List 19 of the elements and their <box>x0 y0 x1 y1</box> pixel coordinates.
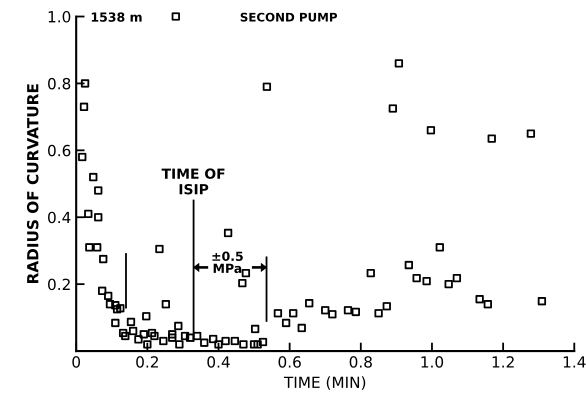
y-axis-title: RADIUS OF CURVATURE <box>26 84 39 284</box>
x-axis-title: TIME (MIN) <box>284 376 366 390</box>
x-tick-label: 0.2 <box>136 356 158 368</box>
x-tick-label: 0.8 <box>350 356 372 368</box>
y-tick-label: 0.8 <box>48 78 70 90</box>
x-tick-label: 1.4 <box>564 356 586 368</box>
x-tick-label: 0 <box>72 356 80 368</box>
y-tick-label: 0.6 <box>48 144 70 156</box>
annotation: 1538 m <box>92 12 142 22</box>
y-tick-label: 1.0 <box>48 10 70 23</box>
y-tick-label: 0.4 <box>48 212 70 224</box>
x-tick-label: 0.4 <box>207 356 230 368</box>
ref-line-label: TIME OF ISIP <box>162 168 224 194</box>
y-tick-label: 0.2 <box>48 278 70 290</box>
x-tick-label: 1.2 <box>492 356 514 368</box>
annotation: SECOND PUMP <box>240 12 338 22</box>
annotation: ±0.5 MPa <box>212 252 243 274</box>
x-tick-label: 1.0 <box>421 356 444 368</box>
x-tick-label: 0.6 <box>278 356 301 368</box>
